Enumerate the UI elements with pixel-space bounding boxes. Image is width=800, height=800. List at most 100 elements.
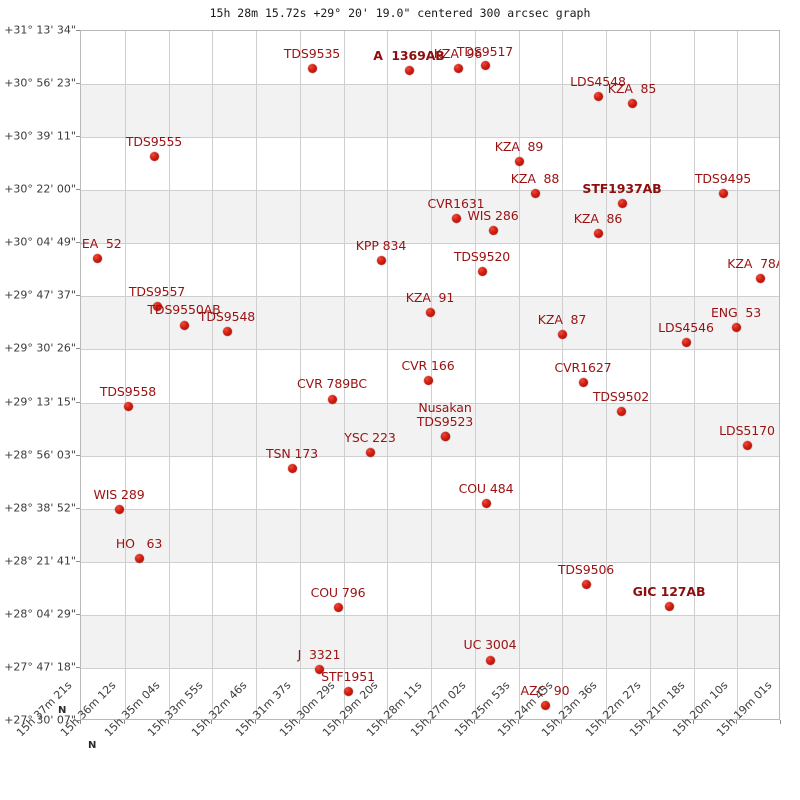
star-label: KZA 88 — [510, 171, 560, 186]
star-marker[interactable] — [149, 151, 159, 161]
y-axis-tick-mark — [76, 83, 80, 85]
star-label: TDS9506 — [557, 562, 615, 577]
star-marker[interactable] — [92, 253, 102, 263]
star-marker[interactable] — [593, 228, 603, 238]
star-marker[interactable] — [287, 463, 297, 473]
gridline-vertical — [125, 31, 126, 719]
star-marker[interactable] — [327, 394, 337, 404]
star-marker[interactable] — [664, 601, 674, 611]
star-marker[interactable] — [578, 377, 588, 387]
gridline-vertical — [562, 31, 563, 719]
star-marker[interactable] — [333, 602, 343, 612]
star-marker[interactable] — [530, 188, 540, 198]
star-marker[interactable] — [681, 337, 691, 347]
star-marker[interactable] — [376, 255, 386, 265]
star-label: GIC 127AB — [632, 584, 706, 599]
star-label: LDS4546 — [658, 320, 714, 335]
y-axis-tick-label: +29° 30' 26" — [4, 341, 76, 355]
gridline-vertical — [212, 31, 213, 719]
y-axis-tick-label: +31° 13' 34" — [4, 23, 76, 37]
star-label: TDS9535 — [283, 46, 341, 61]
star-label: KZA 87 — [537, 312, 587, 327]
star-marker[interactable] — [343, 686, 353, 696]
star-marker[interactable] — [152, 301, 162, 311]
star-marker[interactable] — [440, 431, 450, 441]
star-label: WIS 289 — [93, 487, 145, 502]
star-label: TDS9517 — [456, 44, 514, 59]
star-label: CVR1631 — [427, 196, 485, 211]
gridline-vertical — [694, 31, 695, 719]
y-axis-tick-label: +30° 39' 11" — [4, 129, 76, 143]
gridline-vertical — [606, 31, 607, 719]
star-marker[interactable] — [114, 504, 124, 514]
star-marker[interactable] — [742, 440, 752, 450]
star-marker[interactable] — [134, 553, 144, 563]
star-marker[interactable] — [514, 156, 524, 166]
star-marker[interactable] — [627, 98, 637, 108]
star-marker[interactable] — [540, 700, 550, 710]
star-marker[interactable] — [314, 664, 324, 674]
x-axis-tick-mark — [605, 720, 606, 724]
x-axis-tick-mark — [430, 720, 431, 724]
star-label: TDS9555 — [125, 134, 183, 149]
star-marker[interactable] — [179, 320, 189, 330]
gridline-vertical — [650, 31, 651, 719]
star-label: Nusakan — [418, 400, 472, 415]
star-label: DEA 52 — [81, 236, 122, 251]
y-axis-tick-label: +28° 38' 52" — [4, 501, 76, 515]
gridline-horizontal — [81, 668, 779, 669]
star-marker[interactable] — [731, 322, 741, 332]
star-marker[interactable] — [616, 406, 626, 416]
y-axis-tick-mark — [76, 613, 80, 615]
x-axis: 15h 37m 21s 15h 36m 12s 15h 35m 04s 15h 33m… — [0, 679, 800, 800]
y-axis-tick-label: +28° 04' 29" — [4, 607, 76, 621]
star-label: STF1951 — [321, 669, 375, 684]
star-marker[interactable] — [365, 447, 375, 457]
star-marker[interactable] — [718, 188, 728, 198]
star-marker[interactable] — [593, 91, 603, 101]
star-marker[interactable] — [477, 266, 487, 276]
star-marker[interactable] — [451, 213, 461, 223]
gridline-horizontal — [81, 190, 779, 191]
y-axis-tick-label: +28° 21' 41" — [4, 554, 76, 568]
star-marker[interactable] — [617, 198, 627, 208]
star-label: AZC 90 — [520, 683, 570, 698]
star-marker[interactable] — [123, 401, 133, 411]
star-marker[interactable] — [488, 225, 498, 235]
y-axis-tick-mark — [76, 454, 80, 456]
y-axis-tick-mark — [76, 348, 80, 350]
x-axis-tick-mark — [517, 720, 519, 724]
star-label: LDS5170 — [719, 423, 775, 438]
gridline-horizontal — [81, 615, 779, 616]
x-axis-tick-mark — [167, 720, 169, 724]
y-axis-tick-label: +28° 56' 03" — [4, 448, 76, 462]
y-axis-tick-mark — [76, 136, 80, 138]
x-axis-tick-mark — [736, 720, 738, 724]
star-marker[interactable] — [222, 326, 232, 336]
star-marker[interactable] — [480, 60, 490, 70]
star-marker[interactable] — [404, 65, 414, 75]
star-label: STF1937AB — [582, 181, 662, 196]
x-axis-tick-mark — [342, 720, 344, 724]
y-axis-direction-marker: N — [58, 705, 67, 716]
x-axis-tick-mark — [692, 720, 694, 724]
star-marker[interactable] — [557, 329, 567, 339]
y-axis-tick-label: +29° 13' 15" — [4, 395, 76, 409]
star-marker[interactable] — [453, 63, 463, 73]
y-axis-tick-mark — [76, 666, 80, 668]
star-label: TDS9558 — [99, 384, 157, 399]
x-axis-tick-mark — [386, 720, 388, 724]
gridline-vertical — [387, 31, 388, 719]
star-marker[interactable] — [307, 63, 317, 73]
plot-area[interactable]: TDS9535 A 1369AB KZA 96 TDS9517 LDS4548 KZA 8… — [80, 30, 780, 720]
star-marker[interactable] — [581, 579, 591, 589]
gridline-vertical — [519, 31, 520, 719]
star-marker[interactable] — [485, 655, 495, 665]
star-marker[interactable] — [481, 498, 491, 508]
star-label: KPP 834 — [355, 238, 407, 253]
star-marker[interactable] — [423, 375, 433, 385]
y-axis-tick-mark — [76, 507, 80, 509]
star-label: CVR1627 — [554, 360, 612, 375]
star-marker[interactable] — [425, 307, 435, 317]
star-marker[interactable] — [755, 273, 765, 283]
